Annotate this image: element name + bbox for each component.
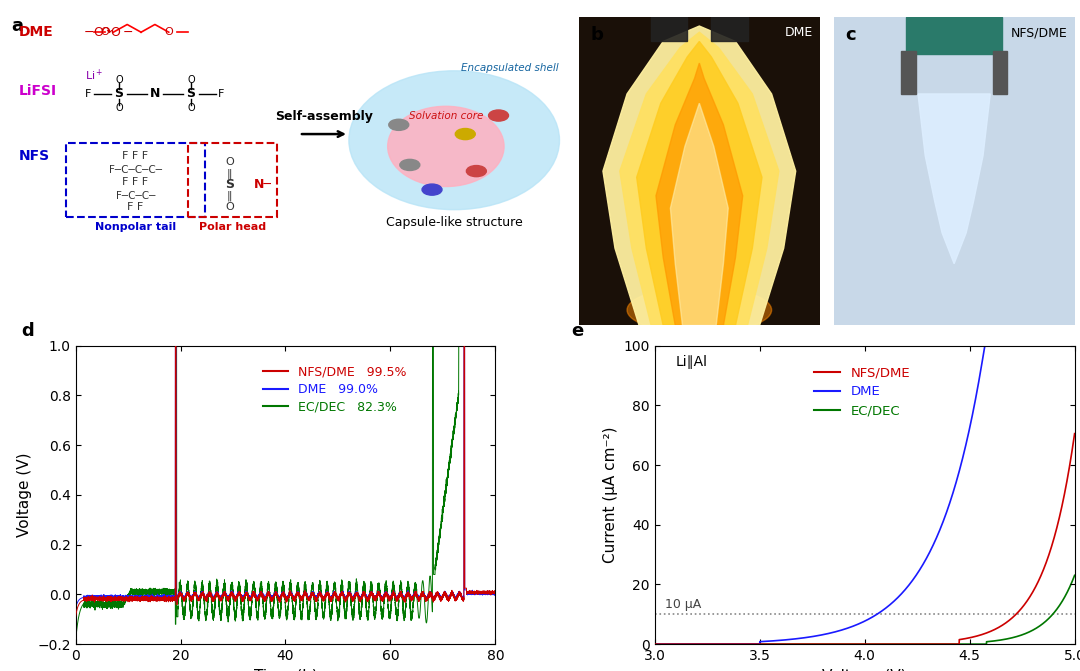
Text: NFS/DME: NFS/DME: [1011, 26, 1067, 39]
Text: O: O: [100, 28, 109, 37]
Bar: [993, 51, 1008, 94]
Text: d: d: [21, 321, 33, 340]
Text: $\mathregular{-O\!\!\curvearrowright\!\!O-}$: $\mathregular{-O\!\!\curvearrowright\!\!…: [83, 25, 134, 39]
Text: S: S: [187, 87, 195, 101]
Y-axis label: Current (μA cm⁻²): Current (μA cm⁻²): [603, 427, 618, 563]
Text: NFS: NFS: [19, 149, 51, 162]
Text: c: c: [846, 26, 856, 44]
Text: F: F: [85, 89, 92, 99]
Text: $\mathregular{Li^+}$: $\mathregular{Li^+}$: [84, 68, 104, 83]
Ellipse shape: [349, 71, 559, 210]
Text: 10 μA: 10 μA: [665, 599, 702, 611]
Circle shape: [488, 110, 509, 121]
Text: F─C─C─: F─C─C─: [116, 191, 156, 201]
Text: LiFSI: LiFSI: [19, 84, 57, 98]
Text: b: b: [591, 26, 604, 44]
Text: F: F: [218, 89, 225, 99]
Circle shape: [400, 160, 420, 170]
Polygon shape: [651, 17, 687, 42]
Text: Li∥Al: Li∥Al: [676, 354, 707, 368]
Text: a: a: [11, 17, 23, 35]
Polygon shape: [620, 32, 779, 325]
Text: N─: N─: [254, 178, 272, 191]
Legend: NFS/DME   99.5%, DME   99.0%, EC/DEC   82.3%: NFS/DME 99.5%, DME 99.0%, EC/DEC 82.3%: [258, 361, 411, 419]
Text: O: O: [226, 157, 234, 167]
Text: Solvation core: Solvation core: [408, 111, 483, 121]
Polygon shape: [603, 26, 796, 325]
Text: S: S: [114, 87, 123, 101]
Polygon shape: [656, 63, 743, 325]
Text: F F F: F F F: [122, 177, 149, 187]
Polygon shape: [637, 42, 762, 325]
Text: F─C─C─C─: F─C─C─C─: [109, 164, 162, 174]
Ellipse shape: [388, 106, 504, 187]
Text: F F: F F: [127, 201, 144, 211]
Text: O: O: [116, 75, 123, 85]
Y-axis label: Voltage (V): Voltage (V): [16, 453, 31, 537]
Text: S: S: [226, 178, 234, 191]
Text: N: N: [150, 87, 160, 101]
X-axis label: Voltage (V): Voltage (V): [823, 668, 907, 671]
Text: O: O: [187, 75, 194, 85]
Ellipse shape: [627, 287, 771, 333]
Text: F F F: F F F: [122, 151, 149, 160]
Legend: NFS/DME, DME, EC/DEC: NFS/DME, DME, EC/DEC: [808, 361, 916, 423]
Text: ‖: ‖: [227, 191, 232, 201]
Text: Nonpolar tail: Nonpolar tail: [95, 222, 176, 232]
Text: O: O: [116, 103, 123, 113]
X-axis label: Time (h): Time (h): [254, 668, 318, 671]
Text: O: O: [164, 28, 173, 37]
Polygon shape: [671, 103, 728, 325]
Text: DME: DME: [784, 26, 812, 39]
Bar: [901, 51, 916, 94]
Circle shape: [389, 119, 408, 130]
Text: O: O: [187, 103, 194, 113]
Text: DME: DME: [19, 25, 54, 39]
Text: Polar head: Polar head: [199, 222, 266, 232]
Text: Self-assembly: Self-assembly: [275, 110, 373, 123]
Circle shape: [456, 129, 475, 140]
Polygon shape: [712, 17, 747, 42]
Text: e: e: [571, 321, 583, 340]
Bar: [906, 17, 1002, 54]
Text: ‖: ‖: [227, 169, 232, 179]
Circle shape: [467, 166, 486, 176]
Polygon shape: [918, 94, 990, 264]
Text: Capsule-like structure: Capsule-like structure: [386, 216, 523, 229]
Text: O: O: [226, 201, 234, 211]
Text: Encapsulated shell: Encapsulated shell: [461, 62, 558, 72]
Circle shape: [422, 184, 442, 195]
